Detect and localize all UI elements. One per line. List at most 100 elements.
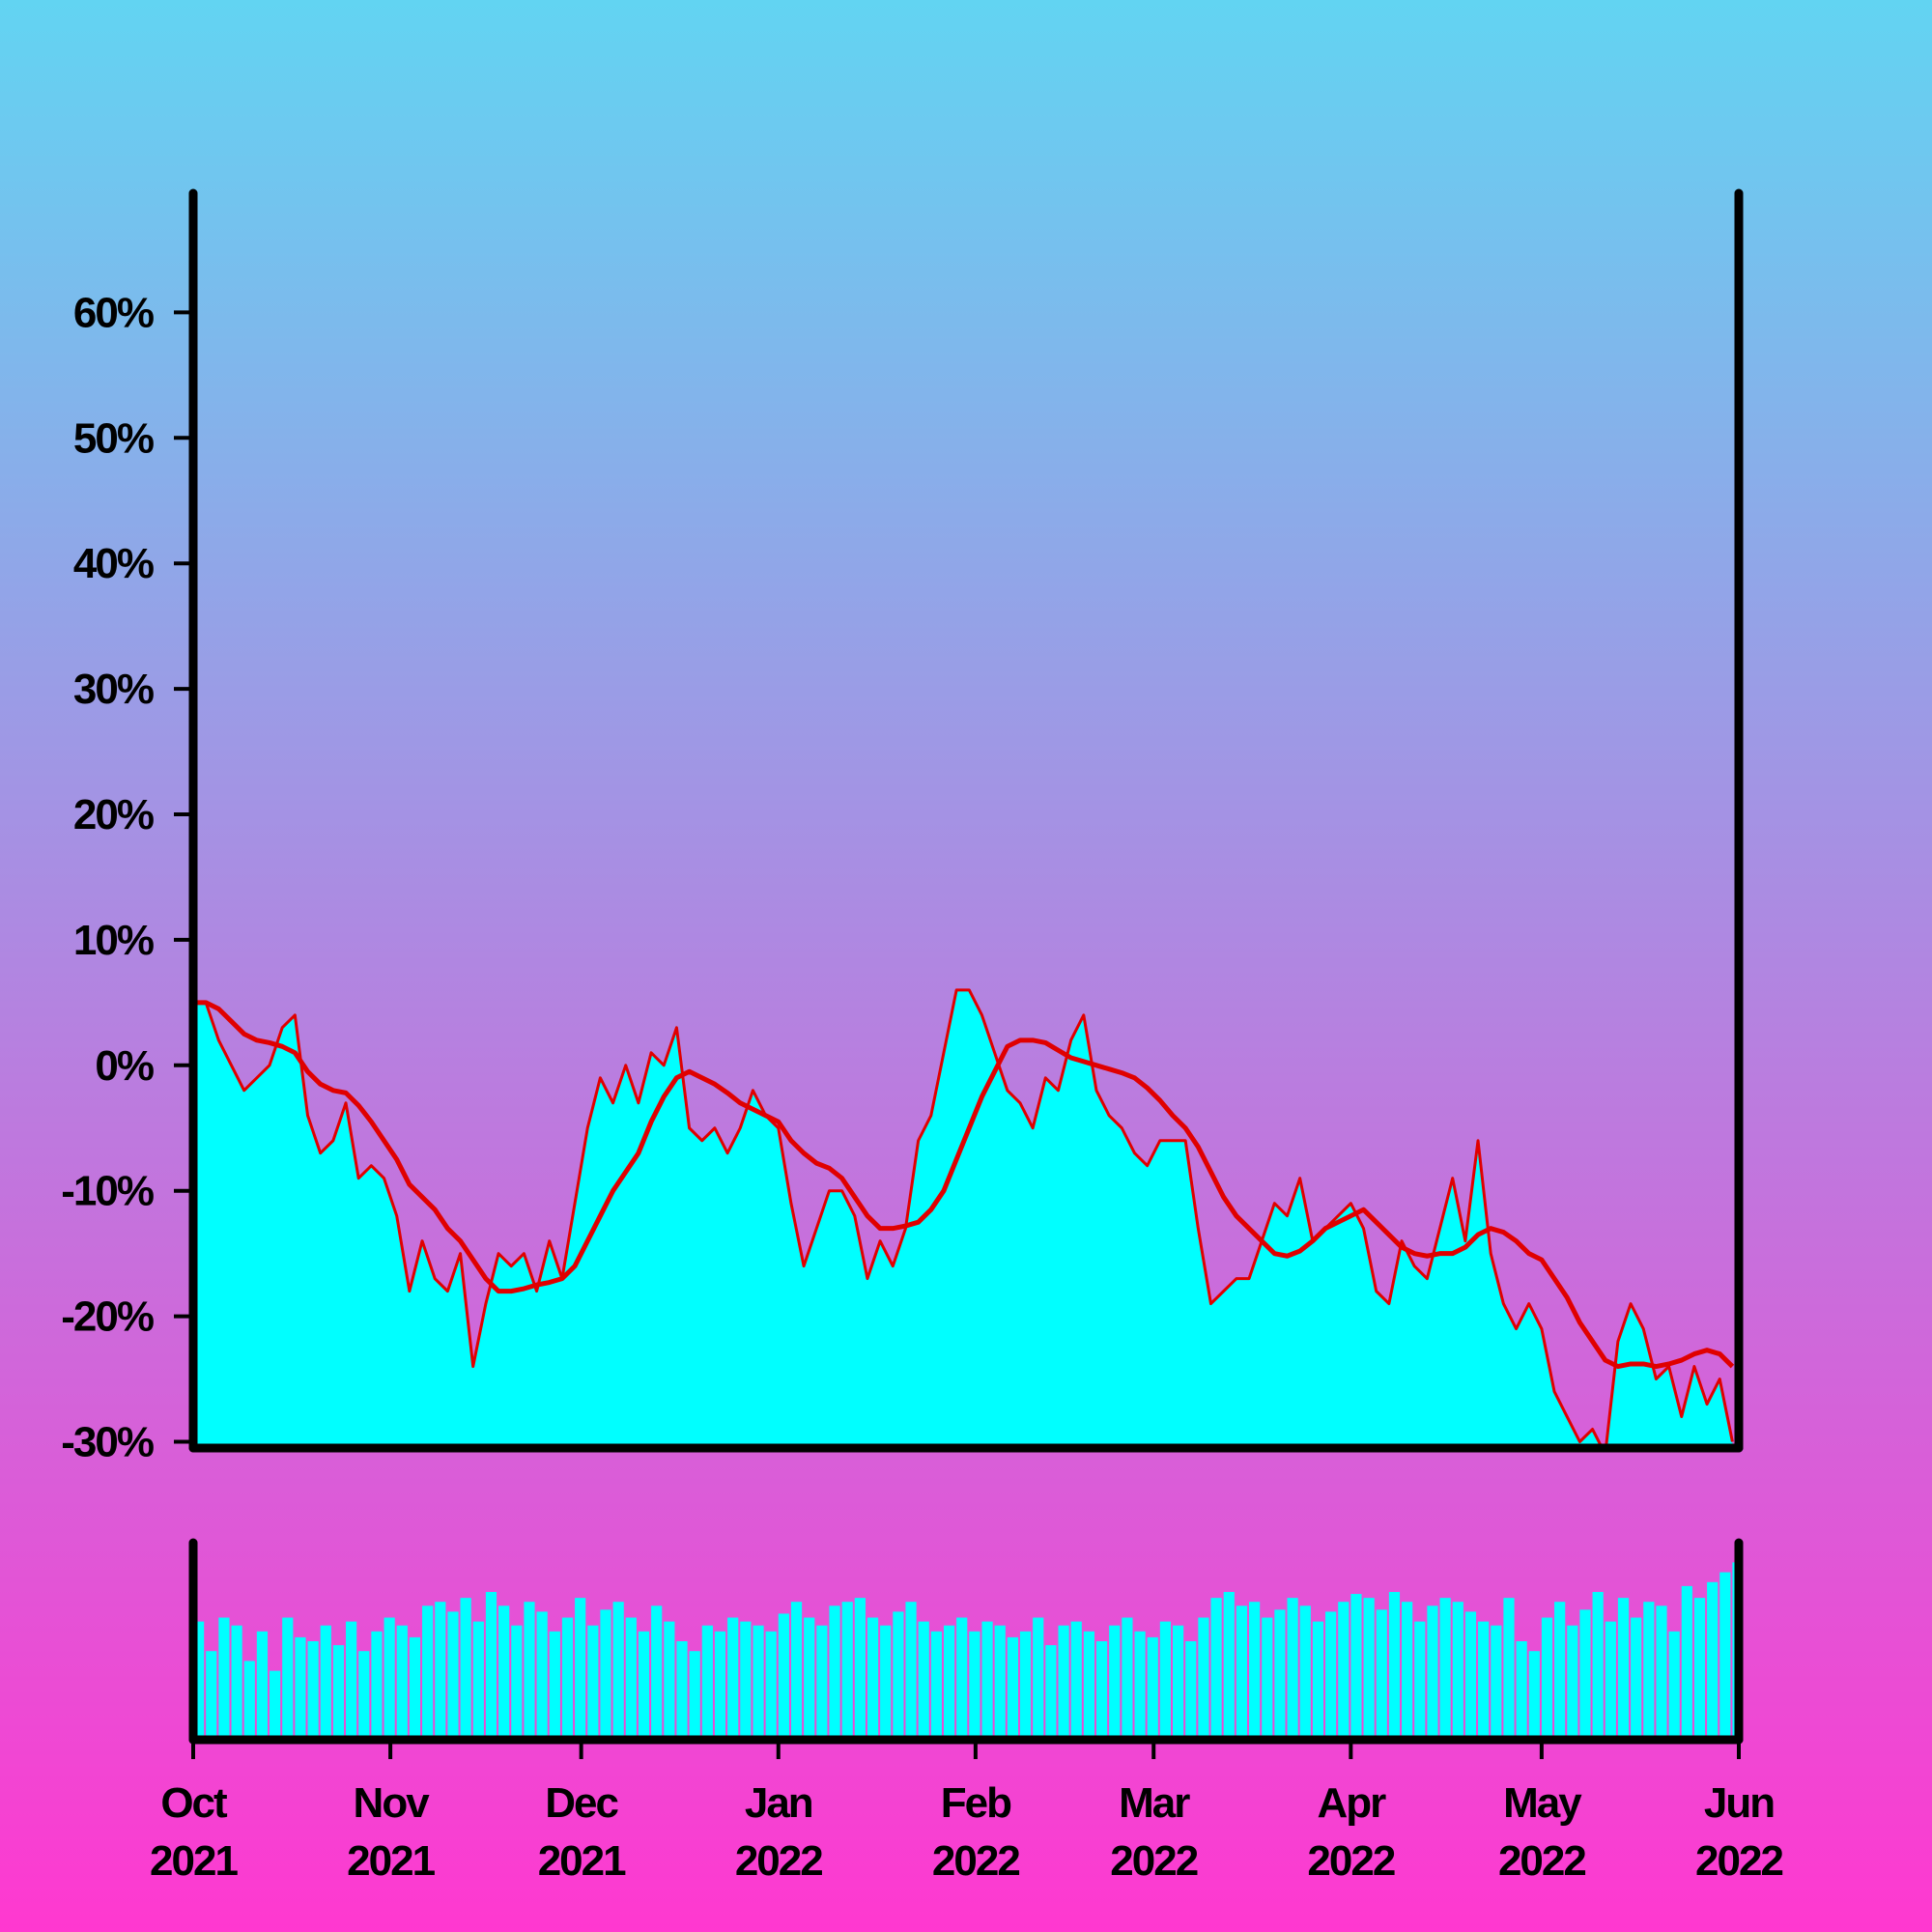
x-tick-label-line: May (1503, 1779, 1582, 1827)
bar (1402, 1602, 1413, 1740)
bar (1491, 1625, 1502, 1740)
x-tick-label-line: 2021 (150, 1837, 238, 1885)
line (193, 988, 1734, 1448)
x-tick-label-line: 2021 (347, 1837, 435, 1885)
bar (1427, 1605, 1438, 1740)
plot-area (193, 988, 1735, 1448)
bar (358, 1651, 370, 1740)
x-tick-label-line: Dec (545, 1779, 618, 1827)
bar (409, 1636, 421, 1740)
bar (1350, 1594, 1362, 1740)
bar (816, 1625, 828, 1740)
bar (1567, 1625, 1578, 1740)
x-tick-label: Jan 2022 (735, 1779, 822, 1885)
y-tick-label: -10% (61, 1168, 154, 1215)
bar (1007, 1636, 1018, 1740)
bar (1579, 1609, 1591, 1740)
bar (193, 1621, 205, 1740)
bar (1693, 1598, 1706, 1740)
bar (218, 1617, 230, 1740)
bar (511, 1625, 523, 1740)
bar (1554, 1602, 1566, 1740)
bar (472, 1621, 484, 1740)
y-tick-label: 0% (95, 1042, 153, 1090)
x-tick-label-line: 2022 (932, 1837, 1019, 1885)
volume-panel: Oct 2021 Nov 2021 Dec 2021 Jan 2022 Feb 2022 Mar 20… (150, 1562, 1784, 1885)
bar (1656, 1605, 1667, 1740)
bar (524, 1602, 535, 1740)
x-tick-label-line: Nov (354, 1779, 431, 1827)
x-tick-label-line: 2022 (1498, 1837, 1585, 1885)
bar (1668, 1631, 1680, 1740)
bar (561, 1617, 574, 1740)
y-tick-label: 20% (73, 791, 154, 838)
bar (1058, 1625, 1069, 1740)
bar (1719, 1572, 1731, 1740)
bar (231, 1625, 242, 1740)
bar (575, 1598, 586, 1740)
bar (1262, 1617, 1273, 1740)
bar (396, 1625, 408, 1740)
bar (1045, 1645, 1057, 1740)
bar (841, 1602, 853, 1740)
bar (1147, 1636, 1158, 1740)
bar (918, 1621, 929, 1740)
bar (664, 1621, 675, 1740)
bar (307, 1641, 319, 1740)
bar (600, 1609, 611, 1740)
bar (740, 1621, 752, 1740)
bar (638, 1631, 650, 1740)
bar (676, 1641, 688, 1740)
bar (1236, 1605, 1248, 1740)
bar (422, 1605, 434, 1740)
x-tick-label-line: Jun (1704, 1779, 1774, 1827)
x-tick-label: Dec 2021 (538, 1779, 626, 1885)
bar (587, 1625, 599, 1740)
x-tick-label: Apr 2022 (1307, 1779, 1394, 1885)
x-tick-label-line: Mar (1119, 1779, 1190, 1827)
line (193, 1000, 1735, 1370)
bar (1541, 1617, 1553, 1740)
bar (625, 1617, 637, 1740)
bar (243, 1661, 255, 1740)
bar (536, 1611, 548, 1740)
x-tick-label: Oct 2021 (150, 1779, 238, 1885)
bar (485, 1592, 497, 1740)
bar (1070, 1621, 1082, 1740)
bar (981, 1621, 993, 1740)
y-tick-label: -30% (61, 1419, 154, 1466)
bar (1019, 1631, 1032, 1740)
bar (1325, 1611, 1337, 1740)
x-tick-label-line: 2022 (1695, 1837, 1782, 1885)
y-tick-label: -20% (61, 1293, 154, 1341)
bar (460, 1598, 471, 1740)
bar (829, 1605, 840, 1740)
price-panel: -30% -20% -10% 0% 10% 20% 30% 40% 50% 60% (61, 289, 1735, 1466)
bar (905, 1602, 917, 1740)
bar (1159, 1621, 1172, 1740)
bar (1478, 1621, 1490, 1740)
bar (1033, 1617, 1044, 1740)
bar (447, 1611, 459, 1740)
x-tick-label-line: 2022 (735, 1837, 822, 1885)
bar (1109, 1625, 1121, 1740)
bar (956, 1617, 968, 1740)
bar (1083, 1631, 1095, 1740)
bar (256, 1631, 269, 1740)
bar (943, 1625, 955, 1740)
bar (969, 1631, 980, 1740)
y-tick-label: 30% (73, 666, 154, 713)
bar (778, 1613, 789, 1740)
bar (1452, 1602, 1463, 1740)
bar (765, 1631, 777, 1740)
bar (1223, 1592, 1235, 1740)
bar (1172, 1625, 1184, 1740)
bar (1681, 1585, 1692, 1740)
y-tick-label: 40% (73, 540, 154, 587)
bar (1707, 1581, 1719, 1740)
x-tick-label: Nov 2021 (347, 1779, 435, 1885)
bar (1439, 1598, 1451, 1740)
bar (1198, 1617, 1209, 1740)
